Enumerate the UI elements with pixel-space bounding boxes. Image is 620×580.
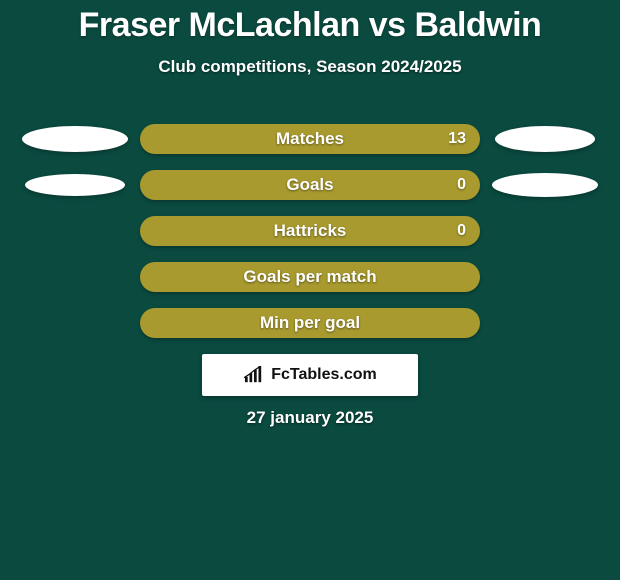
comparison-rows: Matches 13 Goals 0 Hattricks 0 (0, 124, 620, 354)
stat-label: Goals (286, 175, 333, 195)
stat-bar: Matches 13 (140, 124, 480, 154)
stat-bar: Goals per match (140, 262, 480, 292)
subtitle: Club competitions, Season 2024/2025 (0, 57, 620, 77)
left-side (10, 174, 140, 196)
right-oval (495, 126, 595, 152)
source-badge: FcTables.com (202, 354, 418, 396)
stat-bar: Min per goal (140, 308, 480, 338)
stat-right-value: 13 (448, 130, 466, 148)
stat-row: Hattricks 0 (0, 216, 620, 246)
left-oval (22, 126, 128, 152)
date-text: 27 january 2025 (0, 408, 620, 428)
stat-label: Goals per match (243, 267, 376, 287)
badge-text: FcTables.com (271, 366, 377, 384)
stat-row: Goals 0 (0, 170, 620, 200)
left-side (10, 126, 140, 152)
stat-label: Matches (276, 129, 344, 149)
stat-bar: Hattricks 0 (140, 216, 480, 246)
page-title: Fraser McLachlan vs Baldwin (0, 0, 620, 45)
stat-row: Goals per match (0, 262, 620, 292)
stat-row: Matches 13 (0, 124, 620, 154)
stat-right-value: 0 (457, 222, 466, 240)
stat-label: Min per goal (260, 313, 360, 333)
infographic-canvas: Fraser McLachlan vs Baldwin Club competi… (0, 0, 620, 580)
stat-row: Min per goal (0, 308, 620, 338)
right-side (480, 126, 610, 152)
right-oval (492, 173, 598, 197)
stat-label: Hattricks (274, 221, 347, 241)
bar-chart-icon (243, 366, 265, 384)
right-side (480, 173, 610, 197)
stat-bar: Goals 0 (140, 170, 480, 200)
left-oval (25, 174, 125, 196)
stat-right-value: 0 (457, 176, 466, 194)
